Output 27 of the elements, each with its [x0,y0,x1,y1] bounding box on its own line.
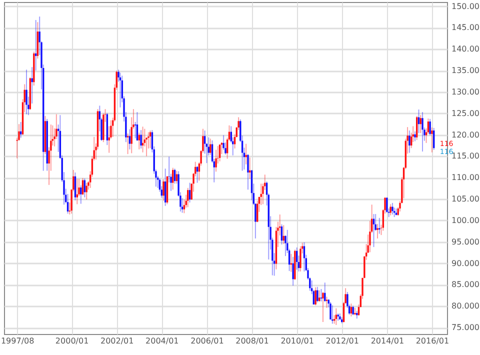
x-tick-label: 2004/01 [146,336,179,346]
y-tick-label: 130.00 [452,87,480,96]
x-tick-label: 1997/08 [0,336,34,346]
y-tick-label: 135.00 [452,66,480,76]
y-tick-label: 105.00 [452,194,480,204]
x-tick-label: 2012/01 [326,336,359,346]
y-tick-label: 95.000 [452,237,480,246]
x-tick-label: 2016/01 [416,336,450,346]
y-tick-label: 90.000 [452,258,480,268]
x-tick-label: 2000/01 [55,336,89,346]
y-tick-label: 125.00 [452,108,480,118]
y-tick-label: 120.00 [452,130,480,140]
candlestick [312,289,315,305]
x-tick-label: 2008/01 [236,336,269,346]
y-tick-label: 100.00 [452,216,480,225]
x-tick-label: 2002/01 [100,336,134,346]
x-tick-label: 2014/01 [370,336,404,346]
y-tick-label: 145.00 [452,23,480,32]
x-tick-label: 2006/01 [190,336,224,346]
y-tick-label: 75.000 [452,323,480,332]
y-tick-label: 140.00 [452,44,480,54]
y-tick-label: 110.00 [452,173,480,182]
y-tick-label: 150.00 [452,2,480,11]
y-tick-label: 80.000 [452,302,480,311]
y-tick-label: 115.00 [452,152,480,161]
x-tick-label: 2010/01 [280,336,314,346]
y-tick-label: 85.000 [452,280,480,290]
